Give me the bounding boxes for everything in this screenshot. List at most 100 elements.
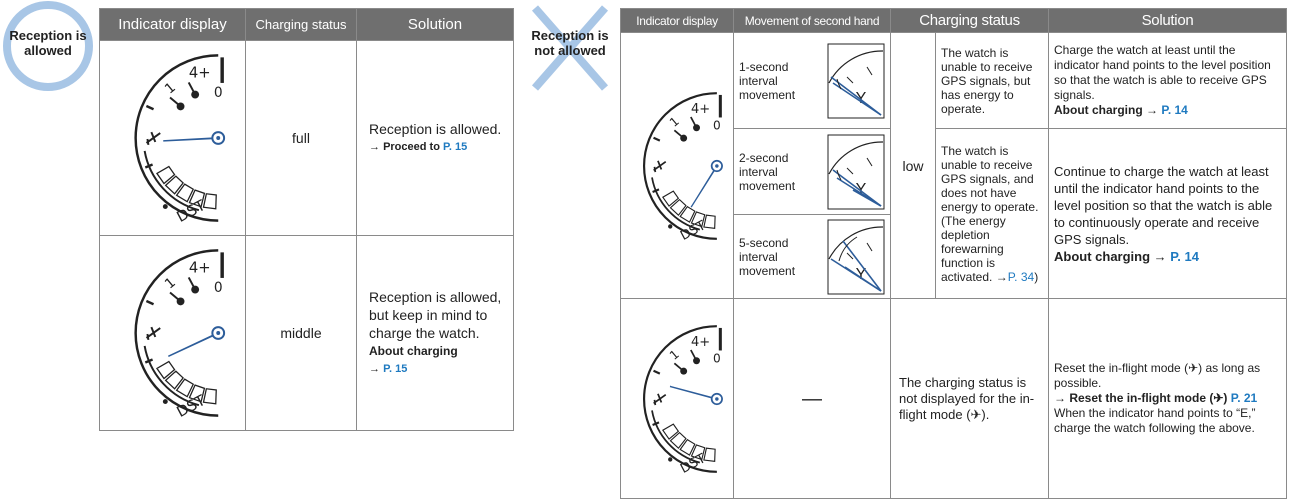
movement-cell: 5-second interval movement Y bbox=[733, 214, 891, 299]
page-ref[interactable]: P. 14 bbox=[1161, 103, 1188, 117]
header-row: Indicator display Movement of second han… bbox=[620, 8, 1287, 33]
link: → Proceed to P. 15 bbox=[369, 138, 508, 156]
allowed-badge: Reception is allowed bbox=[9, 28, 87, 58]
dial-marker-dot bbox=[190, 285, 199, 294]
icon-hand bbox=[844, 265, 882, 292]
dial-tick bbox=[145, 104, 154, 111]
header-row: Indicator display Charging status Soluti… bbox=[99, 8, 514, 41]
icon-arc bbox=[828, 225, 884, 259]
dial-marker-dot bbox=[176, 102, 185, 111]
dial-label: 0 bbox=[213, 85, 222, 101]
header: Solution bbox=[356, 8, 514, 41]
icon-tick bbox=[866, 242, 873, 251]
header: Indicator display bbox=[99, 8, 246, 41]
movement: 1-second interval movement bbox=[739, 59, 796, 102]
dial-tick bbox=[653, 369, 661, 375]
icon-motion bbox=[836, 169, 842, 180]
status: The watch is unable to receive GPS signa… bbox=[935, 128, 1049, 299]
movement: — bbox=[733, 298, 891, 499]
dial-label: 0 bbox=[713, 351, 721, 365]
solution: Reception is allowed, but keep in mind t… bbox=[356, 235, 514, 431]
dial-label: 4+ bbox=[691, 334, 710, 349]
icon-arc bbox=[828, 49, 884, 83]
dial-rim bbox=[133, 54, 218, 222]
movement-icon: Y bbox=[827, 219, 885, 294]
movement: 2-second interval movement bbox=[739, 150, 796, 193]
arrow: → bbox=[1153, 248, 1167, 264]
charging: low bbox=[890, 32, 936, 299]
icon-label: Y bbox=[856, 266, 867, 283]
icon-tick bbox=[846, 76, 854, 83]
dial-rim bbox=[643, 91, 717, 240]
dial-cell: 4+ 1 0 DST bbox=[620, 32, 734, 299]
page-ref[interactable]: P. 34 bbox=[1007, 269, 1035, 284]
icon-label: Y bbox=[856, 181, 867, 198]
solution-text: Reset the in-flight mode (✈) as long as … bbox=[1054, 361, 1261, 390]
link-text: About charging bbox=[1054, 248, 1151, 264]
page-ref[interactable]: P. 14 bbox=[1170, 248, 1199, 264]
dial-hand bbox=[162, 137, 215, 142]
page-ref[interactable]: P. 15 bbox=[383, 363, 408, 375]
header: Indicator display bbox=[620, 8, 734, 33]
dial-segments bbox=[155, 165, 217, 210]
dial-marker-dot bbox=[693, 356, 700, 364]
dial-hand bbox=[690, 167, 717, 208]
allowed-badge-ring bbox=[3, 1, 93, 91]
dial-pivot-inner bbox=[215, 331, 220, 335]
dial-marker-dot bbox=[680, 367, 688, 375]
icon-motion bbox=[836, 78, 842, 89]
dial-label: 1 bbox=[667, 347, 682, 363]
allowed-table: Indicator display Charging status Soluti… bbox=[99, 8, 514, 431]
dial-rim bbox=[133, 249, 218, 417]
header: Solution bbox=[1048, 8, 1287, 33]
dial-tick bbox=[653, 136, 661, 142]
row: 4+ 1 0 DST — The charging status is not dis… bbox=[620, 298, 1287, 499]
header: Movement of second hand bbox=[733, 8, 891, 33]
note: When the indicator hand points to “E,” c… bbox=[1054, 406, 1256, 435]
dial-marker-dot bbox=[190, 90, 199, 99]
arrow: → bbox=[1146, 103, 1159, 117]
dial-label: 4+ bbox=[188, 65, 210, 82]
row: 5-second interval movement Y bbox=[621, 214, 1287, 299]
dial-marker-dot bbox=[176, 297, 185, 306]
movement-icon: Y bbox=[827, 134, 885, 209]
dial-marker-dot bbox=[680, 134, 688, 142]
icon-arc bbox=[828, 140, 884, 174]
icon-tick bbox=[846, 252, 854, 259]
icon-label: Y bbox=[856, 90, 867, 107]
link-text: About charging bbox=[1054, 103, 1143, 117]
dial-label: 1 bbox=[667, 114, 682, 130]
status-text: The watch is unable to receive GPS signa… bbox=[941, 143, 1039, 284]
solution: Charge the watch at least until the indi… bbox=[1048, 32, 1287, 129]
dial-cell: 4+ 1 0 DST bbox=[620, 298, 734, 499]
page-ref[interactable]: P. 15 bbox=[442, 141, 468, 153]
dial-dst-dot bbox=[162, 204, 168, 210]
dial-plane bbox=[653, 159, 667, 172]
movement-cell: 2-second interval movement Y bbox=[733, 128, 891, 215]
dial-dst-dot bbox=[162, 399, 168, 405]
dial-tick bbox=[145, 299, 154, 306]
dial-segments bbox=[662, 189, 716, 229]
dial-plane bbox=[145, 131, 161, 146]
arrow: → bbox=[369, 363, 380, 375]
movement-cell: 1-second interval movement Y bbox=[733, 32, 891, 129]
status-close: ) bbox=[1034, 269, 1039, 284]
link: → Reset the in-flight mode (✈) P. 21 bbox=[1054, 391, 1281, 406]
page-ref[interactable]: P. 21 bbox=[1230, 391, 1258, 405]
dial-segments bbox=[155, 360, 217, 405]
dial-dst-dot bbox=[668, 223, 673, 229]
link-text: Proceed to bbox=[383, 141, 440, 153]
link-text: Reset the in-flight mode (✈) bbox=[1069, 391, 1228, 405]
dial-inner-arc bbox=[143, 150, 199, 212]
dial-label: 1 bbox=[161, 80, 178, 98]
link: → P. 15 bbox=[369, 360, 508, 378]
dial-inner-arc bbox=[651, 176, 701, 230]
row: 2-second interval movement Y The watch is… bbox=[621, 128, 1287, 299]
solution: Continue to charge the watch at least un… bbox=[1048, 128, 1287, 299]
row: 4+ 1 0 DST full Reception is allowed. → Pro… bbox=[99, 40, 514, 236]
